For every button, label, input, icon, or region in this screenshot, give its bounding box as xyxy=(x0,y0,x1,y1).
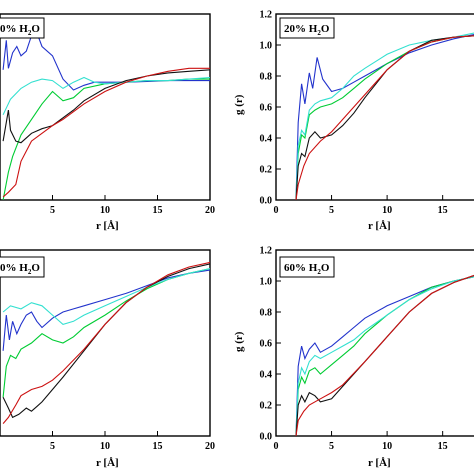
label-box xyxy=(279,17,335,39)
series-line-3 xyxy=(295,35,474,200)
y-tick-label: 0.8 xyxy=(260,72,273,83)
x-tick-label: 0 xyxy=(274,441,279,452)
panel-label: 0% H2O xyxy=(0,23,40,37)
y-tick-label: 1.0 xyxy=(260,41,273,52)
series-line-2 xyxy=(2,268,210,326)
label-box xyxy=(0,256,45,278)
series-line-1 xyxy=(295,35,474,200)
series-line-2 xyxy=(295,276,474,436)
x-tick-label: 5 xyxy=(329,441,334,452)
y-tick-label: 0.4 xyxy=(260,134,273,145)
series-line-2 xyxy=(295,32,474,200)
label-box xyxy=(279,256,335,278)
x-tick-label: 5 xyxy=(329,205,334,216)
label-box xyxy=(0,17,45,39)
x-tick-label: 10 xyxy=(100,441,110,452)
x-tick-label: 10 xyxy=(382,441,392,452)
y-tick-label: 0.6 xyxy=(260,103,273,114)
y-tick-label: 1.2 xyxy=(260,10,273,21)
x-axis-title: r [Å] xyxy=(368,457,391,469)
y-tick-label: 0.8 xyxy=(260,308,273,319)
x-tick-label: 15 xyxy=(438,441,448,452)
axis-ticks: 0 5 10 15 0.0 0.2 0.4 0.6 0.8 1.0 1.2 xyxy=(260,246,448,453)
series-line-4 xyxy=(295,35,474,200)
panel-label: 60% H2O xyxy=(284,262,330,276)
plot-frame xyxy=(0,13,211,201)
y-tick-label: 0.0 xyxy=(260,196,273,207)
series-line-4 xyxy=(2,261,210,424)
x-axis-title: r [Å] xyxy=(96,220,119,232)
x-ticks: 5 10 15 20 xyxy=(50,431,215,452)
y-tick-label: 0.0 xyxy=(260,432,273,443)
panel-bottom-left: 5 10 15 20 0% H2O r [Å] xyxy=(0,249,215,469)
axis-ticks: 0 5 10 15 0.0 0.2 0.4 0.6 0.8 1.0 1.2 xyxy=(260,10,448,217)
series-line-3 xyxy=(295,274,474,436)
y-axis-title: g (r) xyxy=(233,94,245,115)
y-tick-label: 0.6 xyxy=(260,339,273,350)
x-tick-label: 10 xyxy=(382,205,392,216)
panel-label: 0% H2O xyxy=(0,262,40,276)
y-tick-label: 1.0 xyxy=(260,277,273,288)
x-axis-title: r [Å] xyxy=(368,220,391,232)
x-tick-label: 20 xyxy=(205,205,215,216)
plot-frame xyxy=(275,249,474,437)
series-line-4 xyxy=(2,67,210,198)
y-tick-label: 1.2 xyxy=(260,246,273,257)
series-line-0 xyxy=(295,276,474,436)
x-ticks: 5 10 15 20 xyxy=(50,195,215,216)
x-tick-label: 5 xyxy=(50,205,55,216)
series-line-0 xyxy=(295,33,474,200)
y-tick-label: 0.2 xyxy=(260,401,273,412)
series-line-4 xyxy=(295,274,474,436)
series-line-1 xyxy=(2,268,210,398)
curve-group xyxy=(295,32,474,200)
x-tick-label: 15 xyxy=(153,441,163,452)
x-tick-label: 0 xyxy=(274,205,279,216)
x-tick-label: 15 xyxy=(438,205,448,216)
series-line-0 xyxy=(2,269,210,351)
x-tick-label: 5 xyxy=(50,441,55,452)
x-tick-label: 10 xyxy=(100,205,110,216)
panel-top-right: 0 5 10 15 0.0 0.2 0.4 0.6 0.8 1.0 1.2 20% H2O r [Å… xyxy=(233,10,474,232)
x-tick-label: 20 xyxy=(205,441,215,452)
curve-group xyxy=(2,31,210,200)
panel-top-left: 5 10 15 20 0% H2O r [Å] xyxy=(0,13,215,232)
y-tick-label: 0.4 xyxy=(260,370,273,381)
series-line-1 xyxy=(295,276,474,436)
series-line-2 xyxy=(2,76,210,116)
curve-group xyxy=(2,261,210,424)
panel-label: 20% H2O xyxy=(284,23,330,37)
curve-group xyxy=(295,274,474,436)
panel-bottom-right: 0 5 10 15 0.0 0.2 0.4 0.6 0.8 1.0 1.2 60% H2O r [Å… xyxy=(233,246,474,469)
x-tick-label: 15 xyxy=(153,205,163,216)
x-axis-title: r [Å] xyxy=(96,457,119,469)
y-tick-label: 0.2 xyxy=(260,165,273,176)
y-axis-title: g (r) xyxy=(233,331,245,352)
